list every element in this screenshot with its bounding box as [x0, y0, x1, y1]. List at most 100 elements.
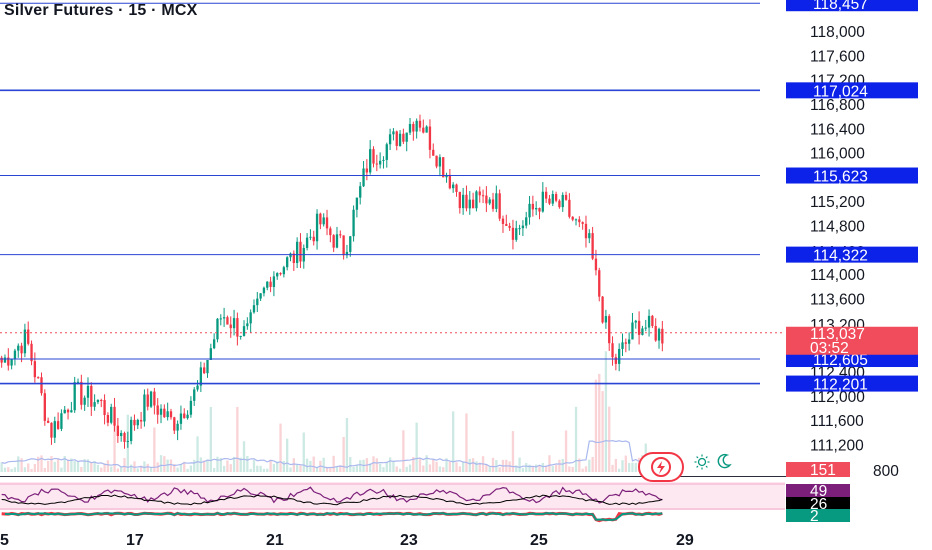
- candle-body: [554, 194, 558, 201]
- volume-bar: [525, 463, 528, 472]
- candle-body: [641, 328, 644, 335]
- candle-body: [129, 419, 133, 442]
- candle-body: [355, 197, 359, 210]
- candle-body: [392, 131, 395, 135]
- volume-bar: [382, 467, 385, 472]
- level-price-tag-text: 114,322: [813, 248, 868, 265]
- candle-body: [133, 419, 136, 426]
- candle-body: [637, 320, 641, 335]
- volume-bar: [518, 457, 521, 472]
- volume-bar: [73, 460, 76, 472]
- candle-body: [156, 405, 159, 415]
- volume-bar: [27, 463, 30, 472]
- macd-line: [1, 494, 663, 506]
- candle-body: [448, 174, 452, 189]
- candle-body: [186, 414, 189, 419]
- volume-bar: [455, 462, 458, 472]
- indicator-tag: [786, 509, 850, 522]
- volume-bar: [558, 459, 561, 472]
- candle-body: [299, 241, 302, 262]
- candle-body: [80, 381, 83, 405]
- volume-bar: [249, 468, 252, 472]
- candle-body: [100, 399, 103, 401]
- price-tick-label: 116,800: [810, 97, 865, 114]
- level-price-tag: [786, 351, 918, 368]
- candle-body: [189, 400, 193, 415]
- volume-bar: [511, 431, 515, 472]
- sun-icon[interactable]: [694, 454, 710, 470]
- volume-bar: [422, 465, 425, 472]
- volume-bar: [385, 462, 388, 472]
- candle-body: [362, 168, 365, 187]
- candle-body: [548, 198, 551, 204]
- volume-bar: [100, 467, 103, 472]
- volume-bar: [544, 466, 548, 472]
- volume-bar: [239, 457, 242, 472]
- candle-body: [249, 312, 252, 324]
- price-tick-label: 112,000: [810, 389, 865, 406]
- candle-body: [461, 194, 465, 209]
- candle-body: [90, 385, 93, 407]
- candles-layer: [0, 114, 664, 449]
- candle-body: [588, 233, 591, 239]
- candle-body: [515, 228, 518, 240]
- candle-body: [661, 328, 664, 344]
- volume-bar: [329, 468, 332, 472]
- candle-body: [608, 316, 611, 344]
- volume-bar: [332, 455, 335, 472]
- volume-bar: [418, 459, 422, 472]
- volume-bar: [442, 467, 445, 472]
- volume-bar: [349, 457, 352, 472]
- candle-body: [106, 414, 110, 423]
- date-axis-layer: 5 17 21 23 25 29: [0, 532, 694, 549]
- candle-body: [471, 199, 475, 209]
- candle-body: [452, 184, 455, 189]
- volume-bar: [292, 458, 295, 472]
- volume-bar: [143, 461, 146, 472]
- candle-body: [159, 408, 163, 415]
- price-tick-label: 117,600: [810, 48, 865, 65]
- candle-body: [398, 133, 402, 146]
- volume-bar: [531, 467, 535, 472]
- candle-body: [23, 329, 27, 354]
- moon-icon[interactable]: [716, 453, 732, 469]
- candle-body: [282, 267, 286, 275]
- volume-bar: [60, 467, 63, 472]
- volume-bar: [594, 379, 598, 472]
- volume-bar: [7, 467, 10, 472]
- candle-body: [528, 203, 531, 218]
- volume-bar: [395, 466, 398, 472]
- volume-bar: [588, 459, 591, 472]
- volume-bar: [43, 468, 46, 472]
- candle-body: [558, 200, 561, 208]
- candle-body: [143, 394, 146, 422]
- candle-body: [222, 317, 226, 319]
- volume-bar: [618, 468, 621, 472]
- volume-bar: [37, 456, 40, 472]
- volume-layer: [0, 351, 932, 477]
- countdown-timer: 03:52: [810, 340, 849, 357]
- candle-body: [551, 194, 554, 204]
- level-price-tag-text: 118,457: [813, 0, 868, 13]
- volume-bar: [369, 463, 372, 472]
- candle-body: [226, 317, 229, 325]
- candle-body: [598, 270, 601, 297]
- volume-bar: [96, 464, 100, 472]
- volume-bar: [282, 460, 286, 472]
- volume-bar: [521, 468, 525, 472]
- candle-body: [339, 234, 342, 236]
- candle-body: [236, 318, 239, 337]
- candle-body: [166, 411, 169, 418]
- candle-body: [126, 441, 129, 443]
- price-tick-label: 115,200: [810, 194, 865, 211]
- candle-body: [259, 293, 262, 299]
- level-lines-layer: [0, 2, 785, 385]
- candle-body: [415, 120, 418, 132]
- volume-bar: [189, 465, 193, 472]
- candle-body: [173, 417, 176, 431]
- candle-body: [425, 126, 428, 133]
- candle-body: [286, 257, 289, 268]
- lightning-icon[interactable]: [638, 452, 684, 482]
- current-price-tag: [786, 326, 918, 355]
